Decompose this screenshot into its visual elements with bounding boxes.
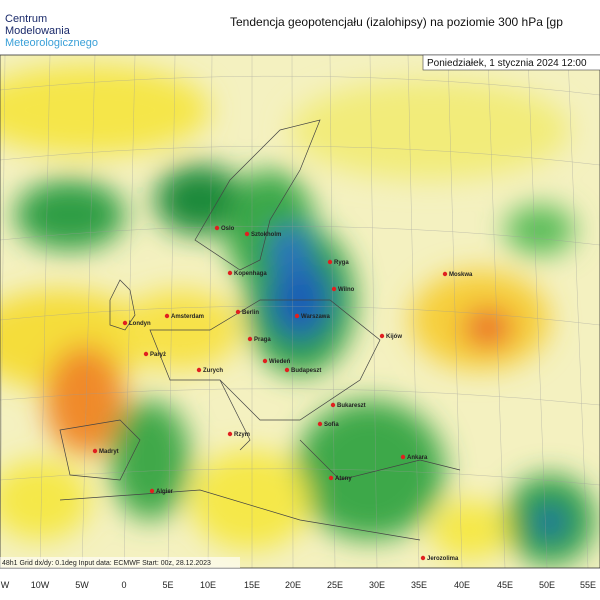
city-label: Londyn [129, 321, 151, 327]
lon-label: 0 [121, 580, 126, 590]
city-label: Algier [156, 489, 174, 495]
lon-label: 25E [327, 580, 343, 590]
lon-label: 5W [75, 580, 89, 590]
city-label: Sofia [324, 422, 339, 428]
lon-label: 10E [200, 580, 216, 590]
city-label: Paryż [150, 352, 166, 358]
city-label: Zurych [203, 368, 223, 374]
city-label: Jerozolima [427, 556, 459, 562]
city-marker [327, 259, 333, 265]
city-marker [442, 271, 448, 277]
lon-label: 50E [539, 580, 555, 590]
lon-label: 20E [285, 580, 301, 590]
city-label: Amsterdam [171, 314, 204, 320]
logo-line: Meteorologicznego [5, 37, 98, 49]
lon-label: 30E [369, 580, 385, 590]
city-marker [143, 351, 149, 357]
city-marker [227, 270, 233, 276]
lon-label: W [1, 580, 10, 590]
city-label: Warszawa [301, 314, 330, 320]
map-title: Tendencja geopotencjału (izalohipsy) na … [230, 15, 563, 29]
city-label: Ateny [335, 476, 352, 482]
city-label: Oslo [221, 226, 235, 232]
lon-label: 35E [411, 580, 427, 590]
city-marker [244, 231, 250, 237]
city-marker [400, 454, 406, 460]
city-marker [227, 431, 233, 437]
lon-label: 45E [497, 580, 513, 590]
city-label: Budapeszt [291, 368, 321, 374]
city-marker [247, 336, 253, 342]
city-marker [420, 555, 426, 561]
field [0, 55, 600, 568]
logo-line: Modelowania [5, 25, 71, 37]
city-marker [328, 475, 334, 481]
lon-label: 5E [162, 580, 173, 590]
city-marker [196, 367, 202, 373]
city-label: Ankara [407, 455, 428, 461]
city-label: Berlin [242, 310, 259, 316]
lon-label: 15E [244, 580, 260, 590]
city-marker [284, 367, 290, 373]
logo-line: Centrum [5, 13, 47, 25]
city-label: Moskwa [449, 272, 473, 278]
city-marker [122, 320, 128, 326]
city-marker [235, 309, 241, 315]
lon-label: 10W [31, 580, 50, 590]
city-label: Wilno [338, 287, 355, 293]
city-marker [379, 333, 385, 339]
city-label: Bukareszt [337, 403, 366, 409]
city-label: Praga [254, 337, 271, 343]
footer-info: 48h1 Grid dx/dy: 0.1deg Input data: ECMW… [2, 560, 211, 567]
lon-label: 55E [580, 580, 596, 590]
city-marker [164, 313, 170, 319]
city-marker [331, 286, 337, 292]
city-marker [92, 448, 98, 454]
city-marker [330, 402, 336, 408]
city-label: Ryga [334, 260, 349, 266]
city-label: Wiedeń [269, 359, 291, 365]
date-label: Poniedziałek, 1 stycznia 2024 12:00 [427, 58, 587, 69]
city-marker [294, 313, 300, 319]
city-marker [214, 225, 220, 231]
city-marker [262, 358, 268, 364]
city-label: Sztokholm [251, 232, 281, 238]
city-marker [317, 421, 323, 427]
lon-label: 40E [454, 580, 470, 590]
city-label: Rzym [234, 432, 250, 438]
city-label: Madryt [99, 449, 119, 455]
city-label: Kopenhaga [234, 271, 267, 277]
city-marker [149, 488, 155, 494]
city-label: Kijów [386, 334, 402, 340]
